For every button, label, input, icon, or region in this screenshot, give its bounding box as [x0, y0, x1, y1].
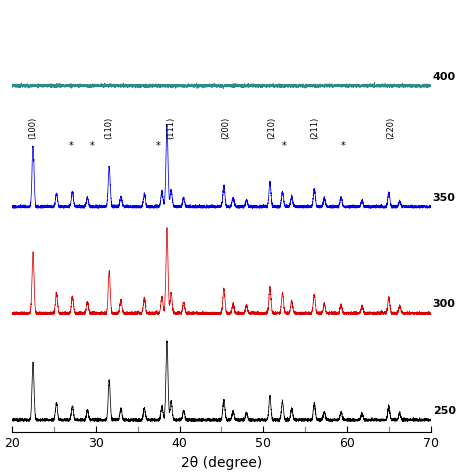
Text: (211): (211) [310, 116, 319, 138]
Text: (200): (200) [221, 116, 230, 138]
Text: (210): (210) [267, 116, 276, 138]
Text: (100): (100) [28, 116, 37, 138]
Text: *: * [68, 141, 73, 151]
Text: *: * [340, 141, 345, 151]
Text: *: * [156, 141, 161, 151]
Text: (220): (220) [386, 116, 395, 138]
X-axis label: 2θ (degree): 2θ (degree) [181, 456, 262, 470]
Text: *: * [282, 141, 287, 151]
Text: *: * [89, 141, 94, 151]
Text: 400: 400 [433, 72, 456, 82]
Text: 250: 250 [433, 406, 456, 416]
Text: 300: 300 [433, 299, 456, 309]
Text: 350: 350 [433, 192, 456, 202]
Text: (110): (110) [105, 116, 114, 138]
Text: (111): (111) [166, 116, 175, 138]
